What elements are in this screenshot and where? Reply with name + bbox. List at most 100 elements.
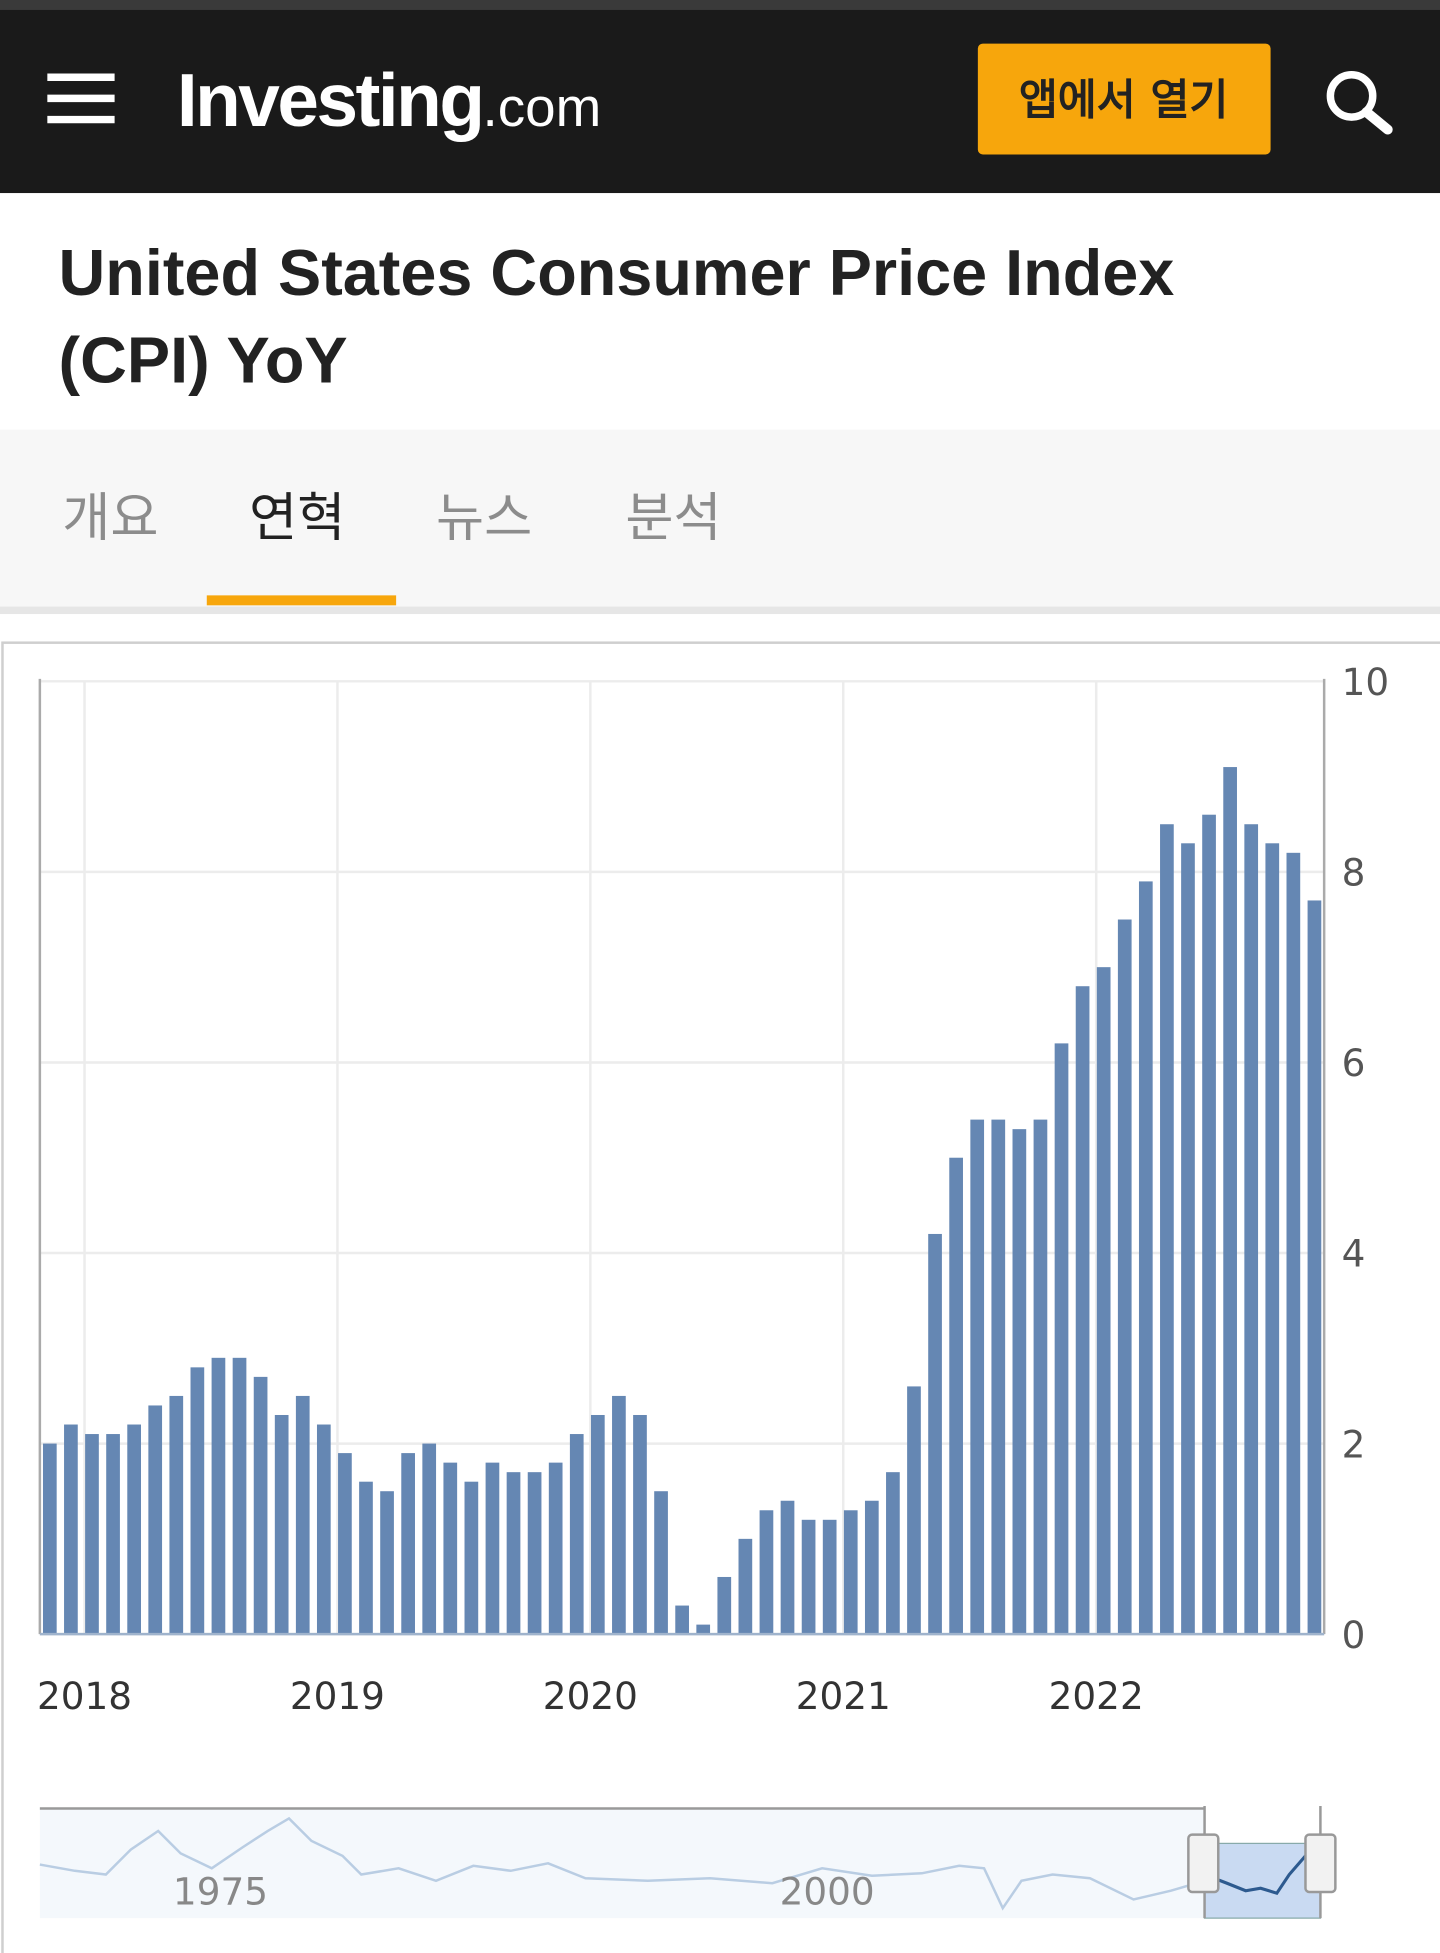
logo-suffix: .com — [482, 76, 601, 138]
bar — [970, 1119, 985, 1635]
y-tick-label: 4 — [1342, 1232, 1366, 1276]
bar — [211, 1357, 226, 1635]
bar — [1202, 814, 1216, 1635]
open-app-button[interactable] — [977, 43, 1271, 155]
bar — [85, 1434, 99, 1635]
bar — [548, 1462, 563, 1635]
y-tick-label: 8 — [1342, 851, 1366, 895]
bar — [1265, 843, 1280, 1635]
bar — [675, 1605, 689, 1635]
tab-bar — [0, 429, 1440, 607]
bar — [527, 1472, 542, 1635]
bar — [64, 1424, 78, 1635]
navigator-label: 2000 — [780, 1869, 875, 1913]
search-lens — [1326, 70, 1377, 121]
bar — [485, 1462, 500, 1635]
search-handle — [1361, 107, 1393, 135]
navigator: 1975 2000 — [39, 1806, 1337, 1919]
x-tick-label: 2020 — [543, 1674, 638, 1718]
bar — [1223, 767, 1237, 1635]
bar — [949, 1157, 963, 1635]
bar — [190, 1367, 205, 1635]
bar — [886, 1472, 900, 1635]
bar — [738, 1538, 753, 1635]
plot: 0 2 4 6 8 10 2018 2019 2020 2021 2022 — [37, 660, 1389, 1718]
bar — [780, 1500, 795, 1635]
y-tick-label: 10 — [1342, 660, 1390, 704]
bar — [654, 1491, 668, 1635]
bar — [401, 1453, 415, 1635]
bar — [864, 1500, 879, 1635]
bar — [148, 1405, 163, 1635]
tab-indicator — [206, 595, 397, 606]
bar — [1286, 852, 1301, 1635]
logo-main: Investing — [177, 58, 483, 142]
bar — [422, 1443, 437, 1635]
bar — [907, 1386, 921, 1635]
navigator-line — [39, 1816, 1205, 1911]
bar — [169, 1395, 184, 1635]
bar — [1307, 900, 1322, 1635]
bar — [443, 1462, 458, 1635]
x-tick-label: 2022 — [1049, 1674, 1144, 1718]
page-title-line: United States Consumer Price Index — [59, 236, 1175, 309]
y-tick-label: 2 — [1342, 1422, 1366, 1466]
bar — [127, 1424, 141, 1635]
bar — [1244, 824, 1259, 1635]
tab[interactable]: 분석 — [625, 488, 721, 549]
bar — [1138, 881, 1153, 1635]
bar — [274, 1414, 289, 1635]
bar — [380, 1491, 394, 1635]
search-button[interactable] — [1326, 70, 1393, 135]
bar — [338, 1453, 352, 1635]
tab-shadow — [0, 606, 1440, 615]
y-tick-label: 0 — [1342, 1613, 1366, 1657]
bar — [232, 1357, 247, 1635]
bar — [991, 1119, 1006, 1635]
bar — [253, 1376, 268, 1635]
bar — [1054, 1043, 1069, 1635]
bar — [633, 1414, 647, 1635]
tab-active[interactable]: 연혁 — [249, 488, 345, 549]
bar — [1160, 824, 1174, 1635]
open-app-label: 앱에서 열기 — [1019, 76, 1229, 125]
bar — [569, 1434, 584, 1635]
navigator-handle[interactable] — [1187, 1833, 1220, 1894]
x-tick-label: 2019 — [290, 1674, 385, 1718]
bar — [295, 1395, 310, 1635]
bar — [1096, 967, 1111, 1635]
bar — [1181, 843, 1195, 1635]
bar — [359, 1481, 373, 1635]
y-tick-label: 6 — [1342, 1041, 1366, 1085]
bar — [1033, 1119, 1048, 1635]
bar — [316, 1424, 331, 1635]
navigator-background — [39, 1808, 1205, 1919]
bar — [42, 1443, 57, 1635]
logo[interactable]: Investing.com — [177, 58, 601, 142]
bar — [1075, 986, 1090, 1635]
bar — [106, 1434, 120, 1635]
navigator-selected-line — [1204, 1844, 1319, 1896]
menu-button[interactable] — [47, 73, 115, 124]
bar — [506, 1472, 521, 1635]
navigator-handle[interactable] — [1304, 1833, 1337, 1894]
bar — [1117, 919, 1132, 1635]
bar — [801, 1519, 816, 1635]
bar — [759, 1510, 774, 1635]
bar — [717, 1576, 732, 1635]
tab[interactable]: 개요 — [62, 488, 158, 549]
navigator-label: 1975 — [173, 1869, 268, 1913]
status-strip — [0, 0, 1440, 10]
x-tick-label: 2018 — [37, 1674, 132, 1718]
chart-frame — [1, 641, 1440, 1953]
bar — [696, 1624, 711, 1635]
bar — [928, 1233, 942, 1635]
bar — [1012, 1129, 1027, 1635]
tab[interactable]: 뉴스 — [436, 488, 532, 549]
x-tick-label: 2021 — [796, 1674, 891, 1718]
bar — [843, 1510, 858, 1635]
bar — [590, 1414, 605, 1635]
bar — [822, 1519, 837, 1635]
